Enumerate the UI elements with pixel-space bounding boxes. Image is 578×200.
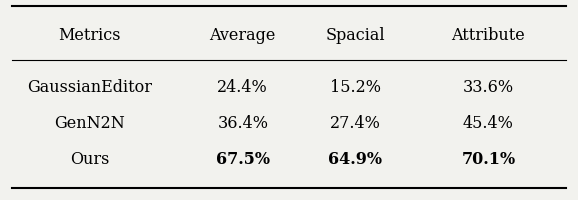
Text: 24.4%: 24.4%: [217, 79, 268, 96]
Text: Metrics: Metrics: [58, 27, 121, 45]
Text: 45.4%: 45.4%: [463, 116, 514, 132]
Text: Attribute: Attribute: [451, 27, 525, 45]
Text: GaussianEditor: GaussianEditor: [27, 79, 152, 96]
Text: 70.1%: 70.1%: [461, 152, 516, 168]
Text: 27.4%: 27.4%: [330, 116, 381, 132]
Text: 15.2%: 15.2%: [330, 79, 381, 96]
Text: 33.6%: 33.6%: [463, 79, 514, 96]
Text: Spacial: Spacial: [325, 27, 386, 45]
Text: Average: Average: [210, 27, 276, 45]
Text: 67.5%: 67.5%: [216, 152, 270, 168]
Text: GenN2N: GenN2N: [54, 116, 125, 132]
Text: 64.9%: 64.9%: [328, 152, 383, 168]
Text: 36.4%: 36.4%: [217, 116, 268, 132]
Text: Ours: Ours: [70, 152, 109, 168]
